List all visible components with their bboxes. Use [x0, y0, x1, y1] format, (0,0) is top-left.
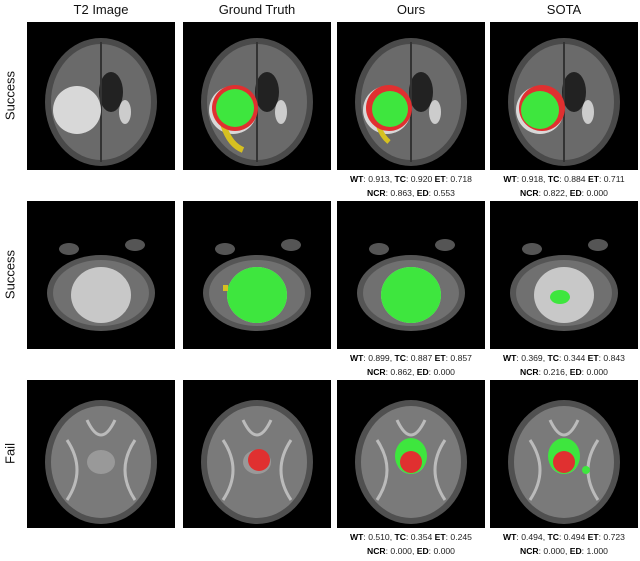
t2-image [27, 380, 175, 528]
metric-value: 0.884 [564, 174, 586, 184]
metric-value: 1.000 [586, 546, 608, 556]
metric-label: NCR [367, 367, 386, 377]
ours-metrics: WT: 0.913, TC: 0.920 ET: 0.718 NCR: 0.863… [350, 174, 472, 198]
metric-value: 0.920 [410, 174, 433, 184]
metric-label: TC [547, 532, 559, 542]
row-label: Success [2, 70, 18, 121]
metric-value: 0.510 [368, 532, 390, 542]
metric-value: 0.711 [603, 174, 625, 184]
metric-value: 0.843 [603, 353, 625, 363]
metric-label: NCR [520, 546, 539, 556]
metric-label: WT [350, 174, 364, 184]
sota-image [490, 380, 638, 528]
sota-image [490, 201, 638, 349]
metric-value: 0.899 [368, 353, 390, 363]
metric-label: TC [547, 353, 559, 363]
metric-label: NCR [520, 188, 539, 198]
sota-metrics: WT: 0.918, TC: 0.884 ET: 0.711 NCR: 0.822… [503, 174, 625, 198]
row-label: Success [2, 249, 18, 300]
metric-label: ED [569, 188, 582, 198]
metric-label: ET [434, 174, 446, 184]
metric-label: TC [394, 353, 406, 363]
metric-value: 0.723 [603, 532, 625, 542]
ours-image [337, 380, 485, 528]
ground-truth-image [183, 201, 331, 349]
metric-value: 0.857 [450, 353, 472, 363]
metric-value: 0.000 [586, 367, 608, 377]
metric-label: NCR [367, 188, 386, 198]
metric-label: ET [587, 174, 599, 184]
metric-value: 0.553 [433, 188, 455, 198]
metric-label: ED [416, 546, 429, 556]
metric-label: ED [416, 188, 429, 198]
metric-value: 0.918 [521, 174, 544, 184]
metric-label: NCR [520, 367, 539, 377]
metric-value: 0.000 [433, 367, 455, 377]
metric-value: 0.000 [543, 546, 565, 556]
metric-value: 0.344 [563, 353, 586, 363]
metric-label: ED [569, 546, 582, 556]
metric-label: ED [569, 367, 582, 377]
metric-value: 0.718 [450, 174, 472, 184]
ours-metrics: WT: 0.899, TC: 0.887 ET: 0.857 NCR: 0.862… [350, 353, 472, 377]
metric-label: TC [547, 174, 560, 184]
metric-label: WT [503, 174, 517, 184]
metric-label: ET [587, 353, 599, 363]
metric-value: 0.354 [410, 532, 433, 542]
sota-metrics: WT: 0.369, TC: 0.344 ET: 0.843 NCR: 0.216… [503, 353, 625, 377]
column-header: Ground Truth [218, 2, 296, 17]
metric-label: WT [503, 532, 517, 542]
metric-value: 0.863 [390, 188, 412, 198]
metric-label: WT [350, 532, 364, 542]
metric-value: 0.887 [410, 353, 433, 363]
metric-value: 0.216 [543, 367, 565, 377]
t2-image [27, 22, 175, 170]
metric-value: 0.494 [521, 532, 543, 542]
ours-image [337, 201, 485, 349]
column-header: Ours [396, 2, 426, 17]
metric-label: ET [587, 532, 599, 542]
column-header: T2 Image [73, 2, 129, 17]
t2-image [27, 201, 175, 349]
metric-value: 0.913 [368, 174, 390, 184]
metric-label: TC [394, 532, 406, 542]
metric-label: TC [394, 174, 406, 184]
column-header: SOTA [546, 2, 582, 17]
metric-value: 0.245 [450, 532, 472, 542]
ours-image [337, 22, 485, 170]
ours-metrics: WT: 0.510, TC: 0.354 ET: 0.245 NCR: 0.000… [350, 532, 472, 556]
ground-truth-image [183, 380, 331, 528]
metric-label: ET [434, 532, 446, 542]
metric-value: 0.822 [543, 188, 565, 198]
row-label: Fail [2, 443, 18, 464]
metric-value: 0.000 [586, 188, 608, 198]
ground-truth-image [183, 22, 331, 170]
metric-label: NCR [367, 546, 386, 556]
metric-value: 0.862 [390, 367, 412, 377]
metric-value: 0.494 [563, 532, 586, 542]
metric-value: 0.000 [433, 546, 455, 556]
metric-label: ED [416, 367, 429, 377]
sota-image [490, 22, 638, 170]
metric-label: WT [350, 353, 364, 363]
metric-label: ET [434, 353, 446, 363]
sota-metrics: WT: 0.494, TC: 0.494 ET: 0.723 NCR: 0.000… [503, 532, 625, 556]
metric-value: 0.000 [390, 546, 412, 556]
metric-label: WT [503, 353, 517, 363]
metric-value: 0.369 [521, 353, 543, 363]
